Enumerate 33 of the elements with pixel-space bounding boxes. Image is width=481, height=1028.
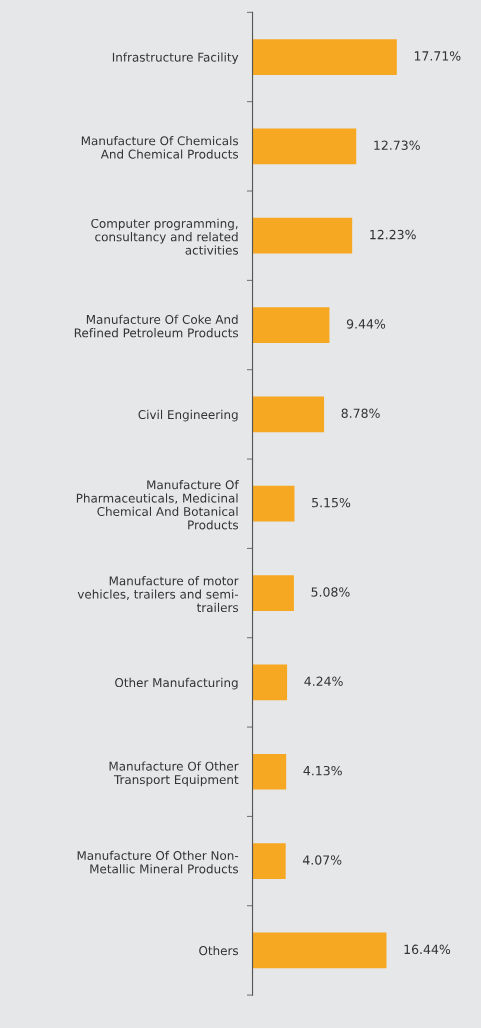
data-label: 16.44% xyxy=(404,944,451,955)
data-label: 4.24% xyxy=(304,676,343,687)
bar xyxy=(252,396,325,433)
bar xyxy=(252,128,357,165)
data-label: 12.73% xyxy=(374,140,420,150)
bar xyxy=(252,664,288,701)
bar xyxy=(252,753,287,790)
y-tick-label: Computer programming, consultancy and related activities xyxy=(91,218,239,255)
bar xyxy=(252,307,330,343)
data-label: 12.23% xyxy=(370,229,416,240)
y-tick-label: Other Manufacturing xyxy=(115,677,238,690)
y-tick-label: Manufacture of motor vehicles, trailers and semi- trailers xyxy=(77,576,239,613)
y-tick-label: Manufacture Of Other Transport Equipment xyxy=(109,761,239,787)
data-label: 4.13% xyxy=(303,765,342,776)
bar xyxy=(252,575,294,611)
y-tick-label: Manufacture Of Chemicals And Chemical Products xyxy=(81,136,239,159)
data-label: 8.78% xyxy=(341,408,380,418)
data-label: 5.08% xyxy=(311,587,350,597)
bar xyxy=(252,39,397,75)
data-label: 9.44% xyxy=(346,319,386,329)
y-tick-label: Infrastructure Facility xyxy=(112,52,239,65)
y-tick-label: Others xyxy=(199,945,239,956)
y-tick-label: Civil Engineering xyxy=(138,409,238,422)
y-tick-label: Manufacture Of Pharmaceuticals, Medicinal Chemical And Botanical Products xyxy=(76,480,239,530)
bar xyxy=(252,843,286,879)
bar xyxy=(252,932,387,969)
bar xyxy=(252,217,353,254)
y-tick-label: Manufacture Of Coke And Refined Petroleum Products xyxy=(74,314,239,338)
data-label: 5.15% xyxy=(312,497,351,508)
bar xyxy=(252,485,295,522)
data-label: 17.71% xyxy=(414,51,461,61)
data-label: 4.07% xyxy=(302,855,342,865)
y-tick-label: Manufacture Of Other Non- Metallic Mineral Products xyxy=(77,850,239,874)
